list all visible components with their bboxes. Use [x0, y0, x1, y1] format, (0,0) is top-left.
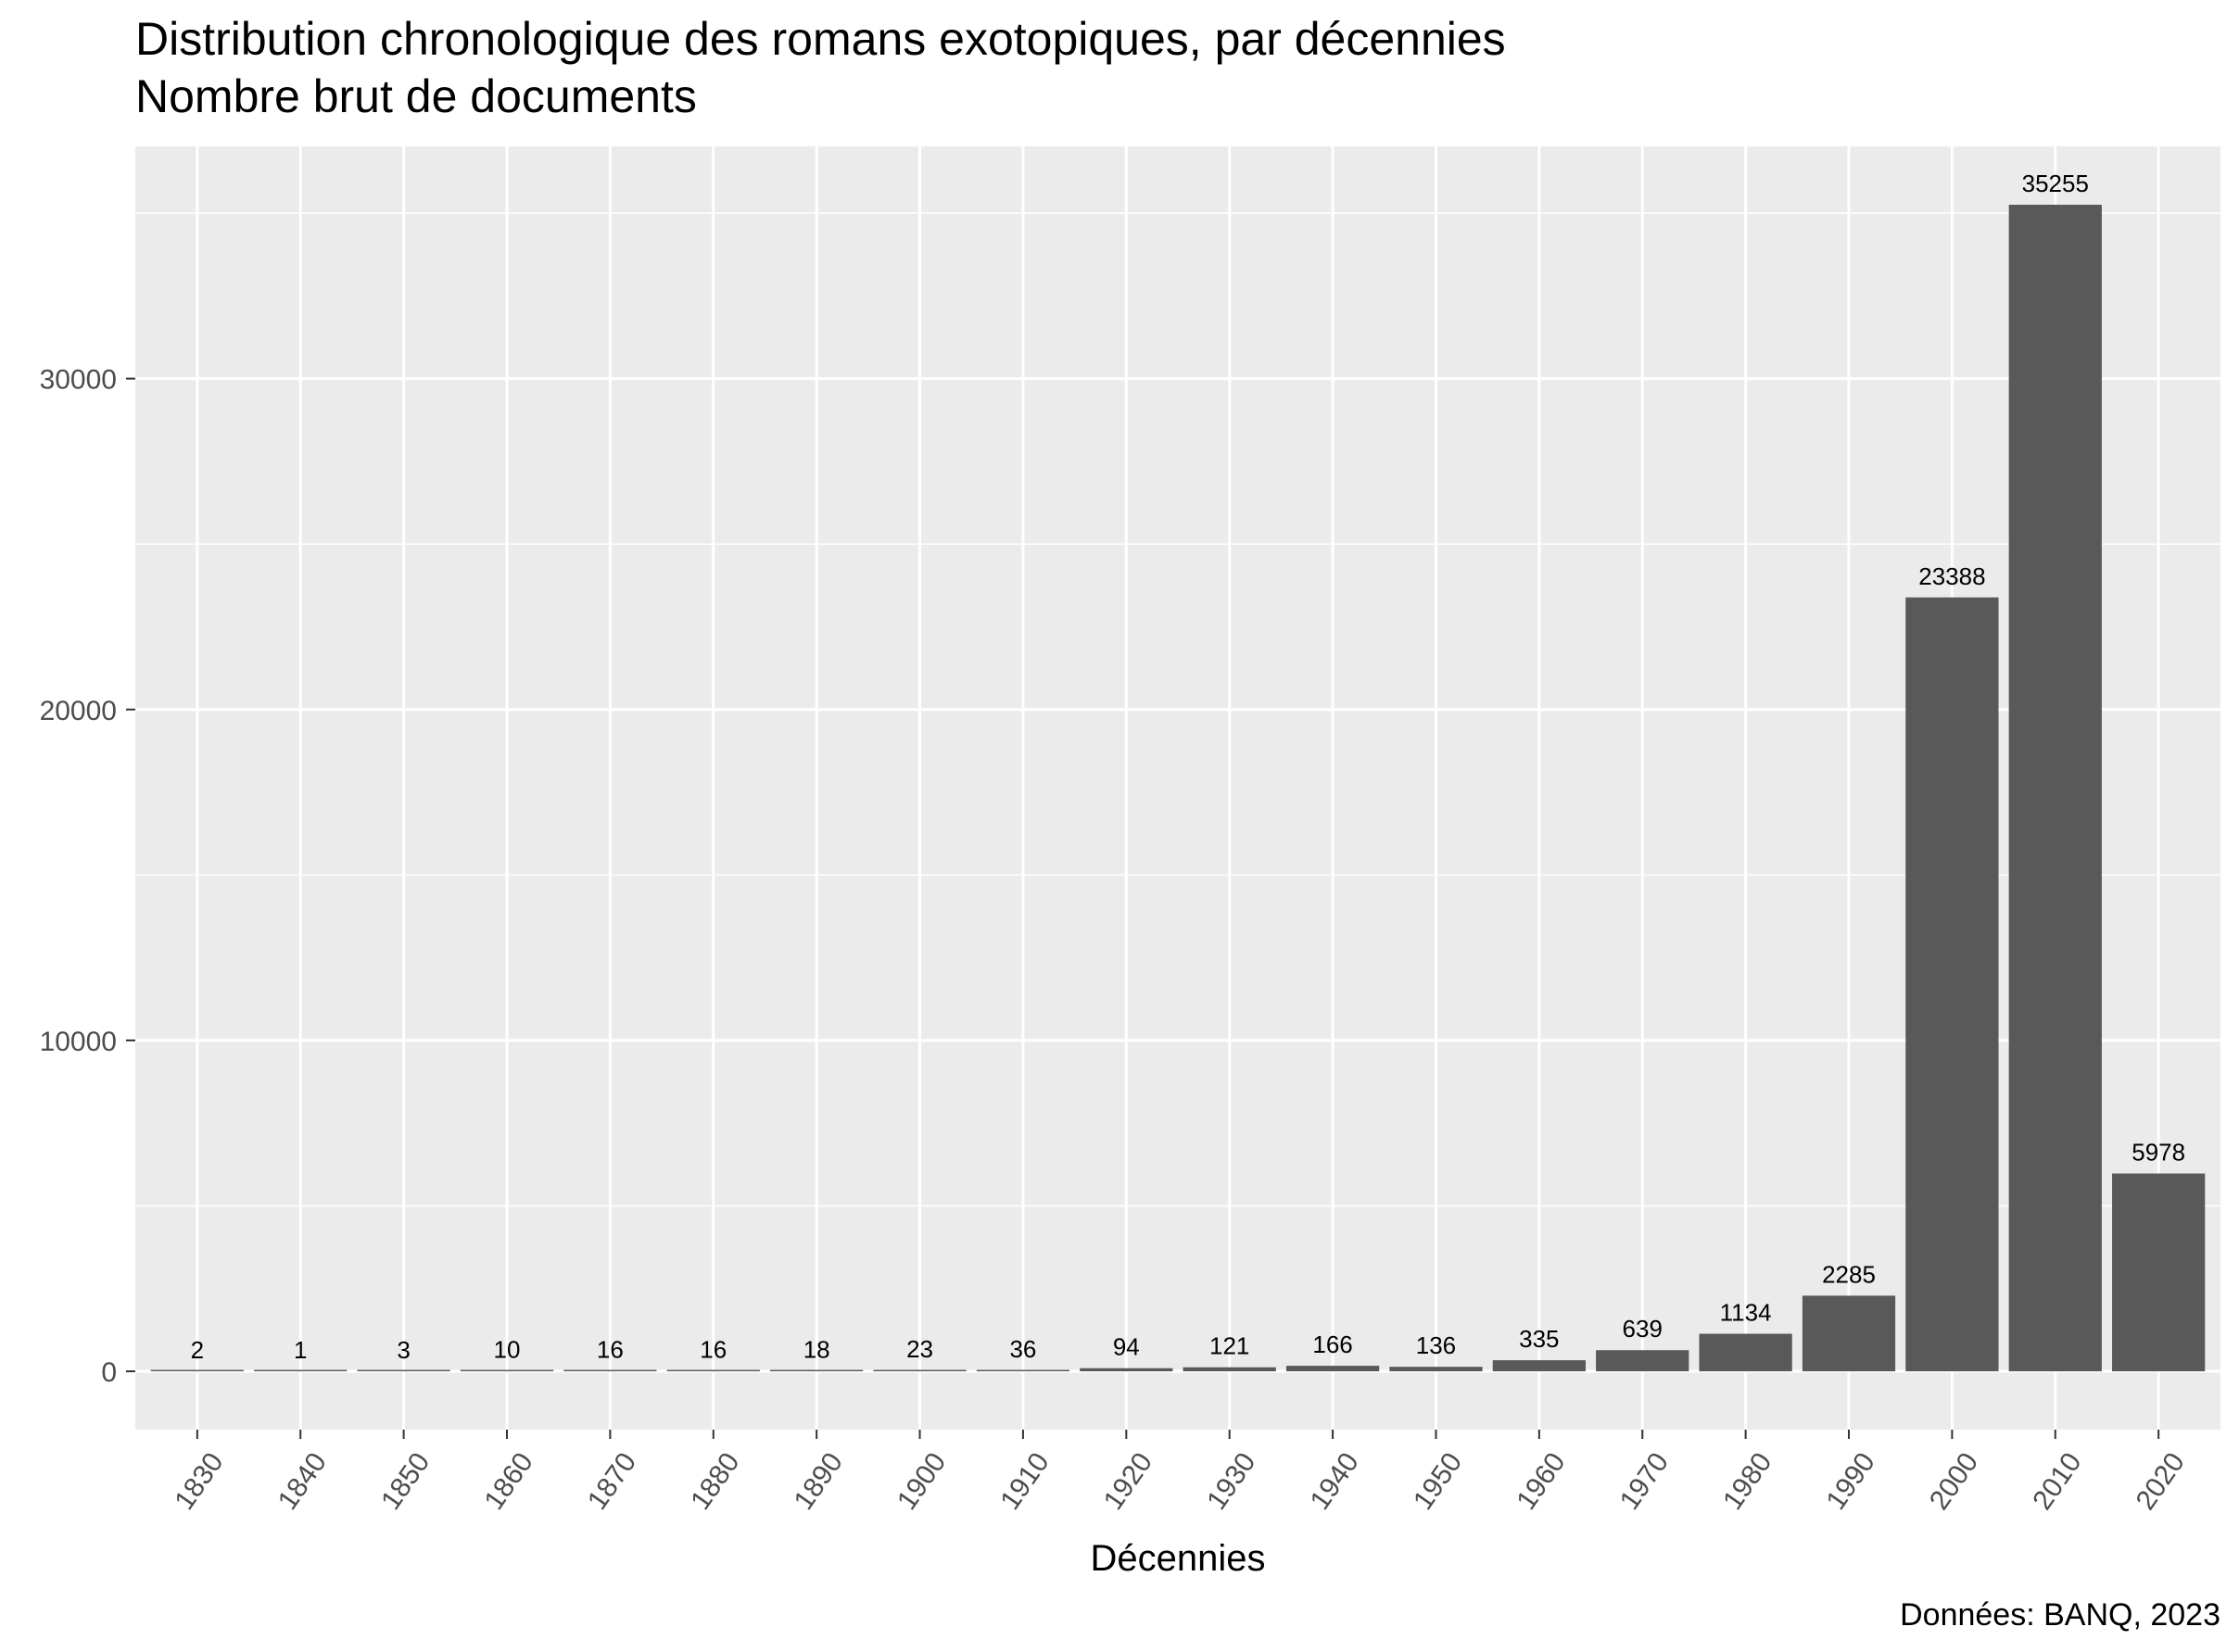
bar-data-label: 2285 — [1822, 1260, 1876, 1288]
bar — [1596, 1350, 1689, 1372]
x-axis: 1830 1840 1850 1860 1870 1880 1890 1900 1910 1920… — [169, 1430, 2191, 1516]
x-tick-label: 1840 — [272, 1447, 333, 1516]
bar-data-label: 18 — [803, 1335, 830, 1363]
bar — [1699, 1333, 1792, 1372]
bar — [357, 1369, 450, 1372]
bar — [1389, 1367, 1483, 1372]
bar-data-label: 23388 — [1918, 562, 1985, 590]
bar — [873, 1369, 967, 1372]
grid-minor — [135, 212, 2220, 1207]
bar — [254, 1369, 348, 1372]
chart-caption: Données: BANQ, 2023 — [1900, 1597, 2220, 1633]
y-axis: 0 10000 20000 30000 — [40, 365, 135, 1388]
x-tick-label: 1910 — [994, 1447, 1055, 1516]
x-tick-label: 1990 — [1820, 1447, 1880, 1516]
bar-labels: 2 1 3 10 16 16 18 23 36 94 121 166 136 335 639 1134 2285… — [191, 170, 2185, 1364]
bar — [770, 1369, 864, 1372]
bar-data-label: 94 — [1113, 1333, 1140, 1361]
x-tick-label: 1880 — [685, 1447, 745, 1516]
x-tick-label: 1920 — [1098, 1447, 1158, 1516]
x-tick-label: 1960 — [1511, 1447, 1571, 1516]
y-tick-label: 30000 — [40, 365, 117, 396]
x-tick-label: 1870 — [582, 1447, 642, 1516]
bar — [976, 1369, 1070, 1372]
x-tick-label: 1940 — [1305, 1447, 1365, 1516]
bar-data-label: 23 — [906, 1335, 933, 1363]
bar — [1183, 1367, 1276, 1372]
bar-data-label: 1 — [294, 1336, 307, 1364]
bar-data-label: 36 — [1009, 1335, 1036, 1363]
x-tick-label: 1850 — [375, 1447, 436, 1516]
bar-data-label: 121 — [1209, 1332, 1249, 1360]
bar-data-label: 1134 — [1720, 1299, 1772, 1327]
bar-data-label: 5978 — [2131, 1139, 2185, 1166]
bar — [563, 1369, 657, 1372]
bar-data-label: 16 — [700, 1335, 727, 1363]
x-tick-label: 1930 — [1201, 1447, 1261, 1516]
x-tick-label: 1950 — [1408, 1447, 1468, 1516]
x-tick-label: 2000 — [1924, 1447, 1984, 1516]
bar-data-label: 335 — [1519, 1325, 1559, 1353]
bar — [666, 1369, 760, 1372]
bar-data-label: 10 — [494, 1336, 521, 1364]
y-tick-label: 10000 — [40, 1027, 117, 1057]
x-axis-title: Décennies — [1090, 1538, 1265, 1579]
bar-data-label: 2 — [191, 1336, 204, 1364]
x-tick-label: 1830 — [169, 1447, 229, 1516]
bar-data-label: 166 — [1312, 1330, 1352, 1358]
x-tick-label: 2010 — [2027, 1447, 2087, 1516]
bar-data-label: 136 — [1416, 1331, 1456, 1359]
x-tick-label: 1890 — [789, 1447, 849, 1516]
bars — [150, 204, 2206, 1372]
bar-data-label: 639 — [1623, 1315, 1663, 1343]
x-tick-label: 1980 — [1717, 1447, 1777, 1516]
y-tick-label: 0 — [101, 1357, 117, 1388]
bar — [1802, 1295, 1896, 1372]
bar-data-label: 35255 — [2022, 170, 2089, 197]
bar — [1905, 597, 1999, 1372]
bar-data-label: 3 — [397, 1336, 410, 1364]
x-tick-label: 2020 — [2131, 1447, 2191, 1516]
bar-data-label: 16 — [597, 1335, 624, 1363]
y-tick-label: 20000 — [40, 696, 117, 726]
bar — [2112, 1173, 2206, 1372]
bar — [1492, 1360, 1586, 1372]
chart-title: Distribution chronologique des romans ex… — [135, 13, 1506, 65]
bar — [150, 1369, 244, 1372]
x-tick-label: 1900 — [892, 1447, 952, 1516]
chart-subtitle: Nombre brut de documents — [135, 70, 697, 122]
bar — [460, 1369, 554, 1372]
bar — [2008, 204, 2102, 1372]
x-tick-label: 1860 — [478, 1447, 538, 1516]
bar — [1285, 1366, 1380, 1372]
bar — [1080, 1368, 1173, 1372]
plot-panel — [135, 146, 2220, 1430]
x-tick-label: 1970 — [1614, 1447, 1675, 1516]
